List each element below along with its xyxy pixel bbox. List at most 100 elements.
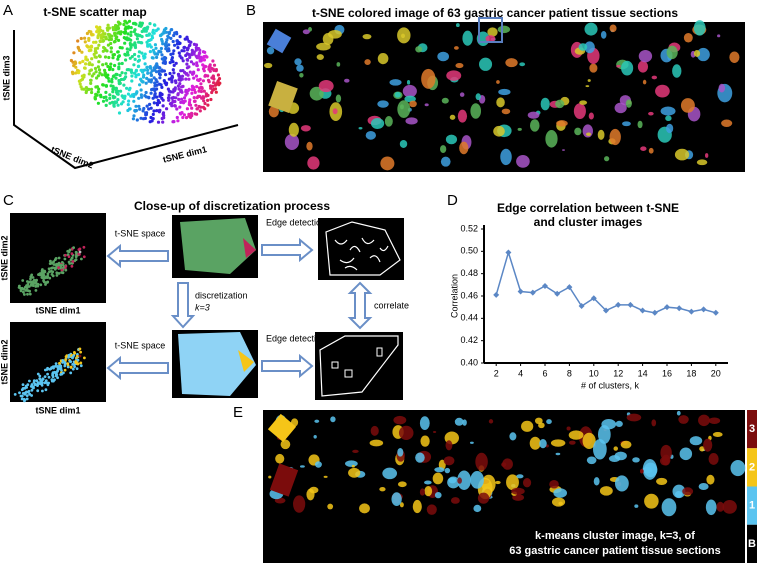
tissue-blob	[293, 495, 306, 513]
point	[82, 87, 86, 91]
point	[181, 84, 185, 88]
point	[63, 368, 67, 372]
point	[25, 397, 29, 401]
point	[75, 367, 79, 370]
point	[63, 361, 67, 365]
panel-title: Close-up of discretization process	[134, 199, 330, 213]
point	[30, 280, 33, 284]
point	[145, 104, 149, 108]
point	[103, 32, 107, 36]
point	[53, 267, 57, 271]
tissue-blob	[539, 439, 547, 449]
tissue-blob	[674, 148, 690, 161]
tissue-blob	[502, 458, 513, 470]
point	[160, 57, 164, 61]
point	[167, 98, 171, 102]
tissue-blob	[268, 105, 279, 118]
point	[98, 71, 102, 75]
point	[20, 394, 24, 398]
point	[161, 120, 165, 124]
point	[36, 389, 40, 393]
point	[34, 281, 38, 285]
colorbar-segment	[747, 410, 757, 449]
point	[160, 37, 164, 42]
tissue-blob	[579, 100, 588, 105]
data-point	[664, 304, 670, 311]
point	[152, 109, 156, 113]
tissue-blob	[696, 159, 708, 166]
point	[66, 365, 70, 369]
colorbar-label: 2	[749, 461, 755, 473]
point	[113, 32, 117, 36]
point	[153, 43, 157, 47]
y-tick-label: 0.46	[460, 290, 478, 300]
point	[117, 67, 121, 71]
point	[187, 77, 191, 81]
point	[187, 100, 192, 104]
point	[144, 29, 148, 33]
point	[170, 28, 174, 32]
tissue-blob	[651, 419, 657, 427]
tissue-blob	[424, 485, 433, 497]
point	[151, 28, 155, 32]
point	[104, 103, 108, 107]
point	[118, 73, 122, 77]
tissue-blob	[359, 503, 370, 514]
tissue-blob	[437, 51, 450, 62]
point	[106, 23, 110, 27]
point	[23, 399, 26, 403]
data-point	[603, 307, 609, 314]
point	[206, 98, 210, 102]
point	[185, 37, 189, 41]
point	[170, 80, 174, 84]
colorbar-label: 3	[749, 423, 755, 435]
point	[29, 277, 32, 281]
point	[26, 289, 30, 292]
point	[89, 48, 93, 52]
point	[203, 50, 207, 55]
panel-label: A	[3, 2, 13, 19]
point	[41, 389, 44, 393]
point	[155, 109, 159, 113]
point	[183, 37, 187, 41]
point	[72, 51, 76, 55]
tissue-blob	[705, 499, 717, 516]
tissue-blob	[264, 62, 273, 69]
tissue-blob	[415, 46, 423, 53]
tissue-blob	[637, 60, 649, 73]
point	[144, 81, 148, 85]
point	[95, 76, 99, 80]
point	[137, 96, 141, 100]
tissue-blob	[322, 33, 334, 45]
point	[107, 79, 111, 83]
point	[142, 106, 146, 111]
point	[52, 260, 55, 264]
point	[93, 55, 97, 59]
scatter-points	[13, 347, 86, 403]
tissue-blob	[318, 80, 334, 93]
point	[140, 41, 144, 45]
point	[78, 347, 82, 351]
point	[147, 95, 151, 99]
point	[118, 46, 122, 50]
point	[180, 97, 184, 101]
tissue-blob	[708, 452, 719, 465]
tissue-blob	[316, 54, 324, 61]
point	[74, 65, 78, 69]
tissue-blob	[398, 425, 414, 440]
tissue-blob	[330, 416, 336, 423]
point	[144, 90, 148, 95]
point	[74, 61, 78, 65]
point	[200, 86, 204, 90]
tissue-blob	[519, 62, 526, 67]
point	[116, 98, 120, 102]
point	[172, 63, 176, 67]
tissue-blob	[358, 127, 363, 130]
point	[188, 70, 192, 74]
point	[32, 278, 36, 282]
tissue-blob	[284, 133, 300, 150]
x-tick-label: 10	[589, 368, 599, 378]
point	[75, 254, 78, 258]
point	[127, 99, 131, 103]
point	[126, 108, 130, 113]
